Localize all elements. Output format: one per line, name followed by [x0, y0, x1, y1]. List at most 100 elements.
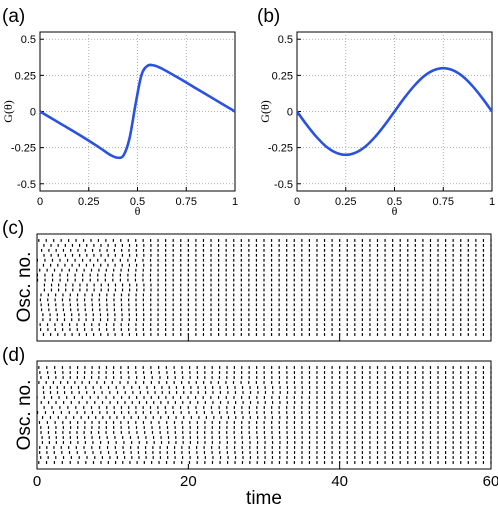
panel-c-spike-dot	[384, 288, 386, 292]
panel-c-spike-dot	[422, 244, 424, 247]
panel-c-spike-dot	[475, 313, 477, 317]
panel-d-xtick-label-0: 0	[33, 473, 41, 490]
panel-d-spike-dot	[264, 386, 266, 389]
panel-d-spike-dot	[147, 391, 149, 394]
panel-d-spike-dot	[105, 371, 107, 374]
panel-d-spike-dot	[175, 416, 177, 419]
panel-d-spike-dot	[189, 431, 191, 434]
panel-c-spike-dot	[97, 278, 99, 282]
panel-c-spike-dot	[255, 333, 258, 336]
panel-d-spike-dot	[204, 461, 206, 464]
panel-d-spike-dot	[38, 421, 41, 424]
panel-d-spike-dot	[120, 376, 122, 379]
panel-c-spike-dot	[293, 323, 295, 327]
panel-c-spike-dot	[308, 268, 310, 272]
panel-d-spike-dot	[55, 456, 57, 459]
panel-d-spike-dot	[166, 381, 168, 384]
panel-c-spike-dot	[445, 258, 447, 262]
panel-d-spike-dot	[422, 456, 424, 459]
panel-d-spike-dot	[392, 376, 394, 379]
panel-d-spike-dot	[467, 406, 469, 409]
panel-d-spike-dot	[196, 366, 198, 369]
panel-c-spike-dot	[422, 298, 424, 302]
panel-d-spike-dot	[96, 381, 98, 384]
panel-d-spike-dot	[218, 371, 221, 374]
panel-d-spike-dot	[256, 431, 258, 434]
panel-c-spike-dot	[157, 313, 159, 317]
panel-d-spike-dot	[188, 446, 190, 449]
panel-d-spike-dot	[286, 461, 288, 464]
panel-d-spike-dot	[113, 376, 115, 379]
panel-a-ytick-label-2: 0	[30, 107, 36, 119]
panel-c-spike-dot	[150, 244, 152, 247]
panel-d-spike-dot	[293, 426, 296, 429]
panel-d-spike-dot	[172, 406, 174, 409]
panel-c-spike-dot	[233, 308, 235, 312]
panel-d-spike-dot	[445, 376, 447, 379]
panel-c-spike-dot	[165, 328, 167, 331]
panel-d-spike-dot	[43, 406, 45, 409]
panel-c-spike-dot	[187, 293, 189, 297]
panel-d-spike-dot	[429, 446, 432, 449]
panel-d-spike-dot	[339, 421, 341, 424]
panel-c-spike-dot	[107, 313, 109, 317]
panel-c-spike-dot	[392, 293, 394, 297]
panel-c-spike-dot	[308, 298, 310, 302]
panel-c-spike-dot	[225, 298, 227, 302]
panel-c-spike-dot	[85, 313, 87, 317]
panel-c-spike-dot	[422, 258, 424, 262]
panel-d-spike-dot	[158, 396, 160, 399]
panel-d-spike-dot	[40, 426, 42, 429]
panel-d-spike-dot	[346, 381, 348, 384]
panel-c-spike-dot	[437, 323, 439, 327]
panel-d-spike-dot	[407, 411, 409, 414]
panel-d-spike-dot	[225, 381, 227, 384]
panel-c-spike-dot	[475, 268, 477, 272]
panel-c-spike-dot	[210, 258, 212, 262]
panel-d-spike-dot	[482, 451, 485, 454]
panel-d-spike-dot	[460, 441, 462, 444]
panel-d-spike-dot	[422, 436, 424, 439]
panel-c-spike-dot	[143, 244, 145, 247]
panel-d-spike-dot	[331, 371, 333, 374]
panel-c-spike-dot	[50, 263, 52, 267]
panel-d-spike-dot	[187, 396, 189, 399]
panel-d-spike-dot	[233, 366, 236, 369]
panel-c-spike-dot	[301, 293, 303, 297]
panel-d-spike-dot	[174, 456, 176, 459]
panel-c-spike-dot	[482, 318, 485, 322]
panel-c-spike-dot	[248, 313, 250, 317]
panel-c-spike-dot	[218, 333, 220, 336]
panel-d-spike-dot	[180, 411, 182, 414]
panel-c-spike-dot	[437, 318, 439, 322]
panel-c-spike-dot	[399, 323, 401, 327]
panel-c-spike-dot	[69, 293, 71, 297]
panel-c-spike-dot	[467, 318, 469, 322]
panel-d-spike-dot	[392, 421, 394, 424]
panel-c-spike-dot	[384, 248, 386, 252]
panel-c-spike-dot	[248, 273, 250, 277]
panel-c-spike-dot	[445, 268, 447, 272]
panel-c-spike-dot	[399, 288, 401, 292]
panel-d-spike-dot	[376, 376, 379, 379]
panel-d-spike-dot	[226, 421, 228, 424]
panel-c-spike-dot	[369, 328, 371, 331]
panel-d-spike-dot	[63, 386, 65, 389]
panel-d-spike-dot	[482, 411, 485, 414]
panel-c-spike-dot	[150, 293, 152, 297]
panel-d-spike-dot	[467, 436, 469, 439]
panel-d-spike-dot	[452, 371, 454, 374]
panel-c-spike-dot	[187, 288, 189, 292]
panel-c-spike-dot	[54, 323, 56, 327]
panel-c-spike-dot	[331, 318, 333, 322]
panel-d-spike-dot	[255, 381, 257, 384]
panel-d-spike-dot	[55, 426, 57, 429]
panel-c-spike-dot	[369, 268, 371, 272]
panel-d-spike-dot	[124, 456, 126, 459]
panel-d-spike-dot	[249, 386, 251, 389]
panel-d-spike-dot	[135, 366, 137, 369]
panel-d-spike-dot	[467, 386, 469, 389]
panel-d-spike-dot	[308, 391, 311, 394]
panel-d-spike-dot	[107, 441, 109, 444]
panel-c-spike-dot	[346, 268, 348, 272]
